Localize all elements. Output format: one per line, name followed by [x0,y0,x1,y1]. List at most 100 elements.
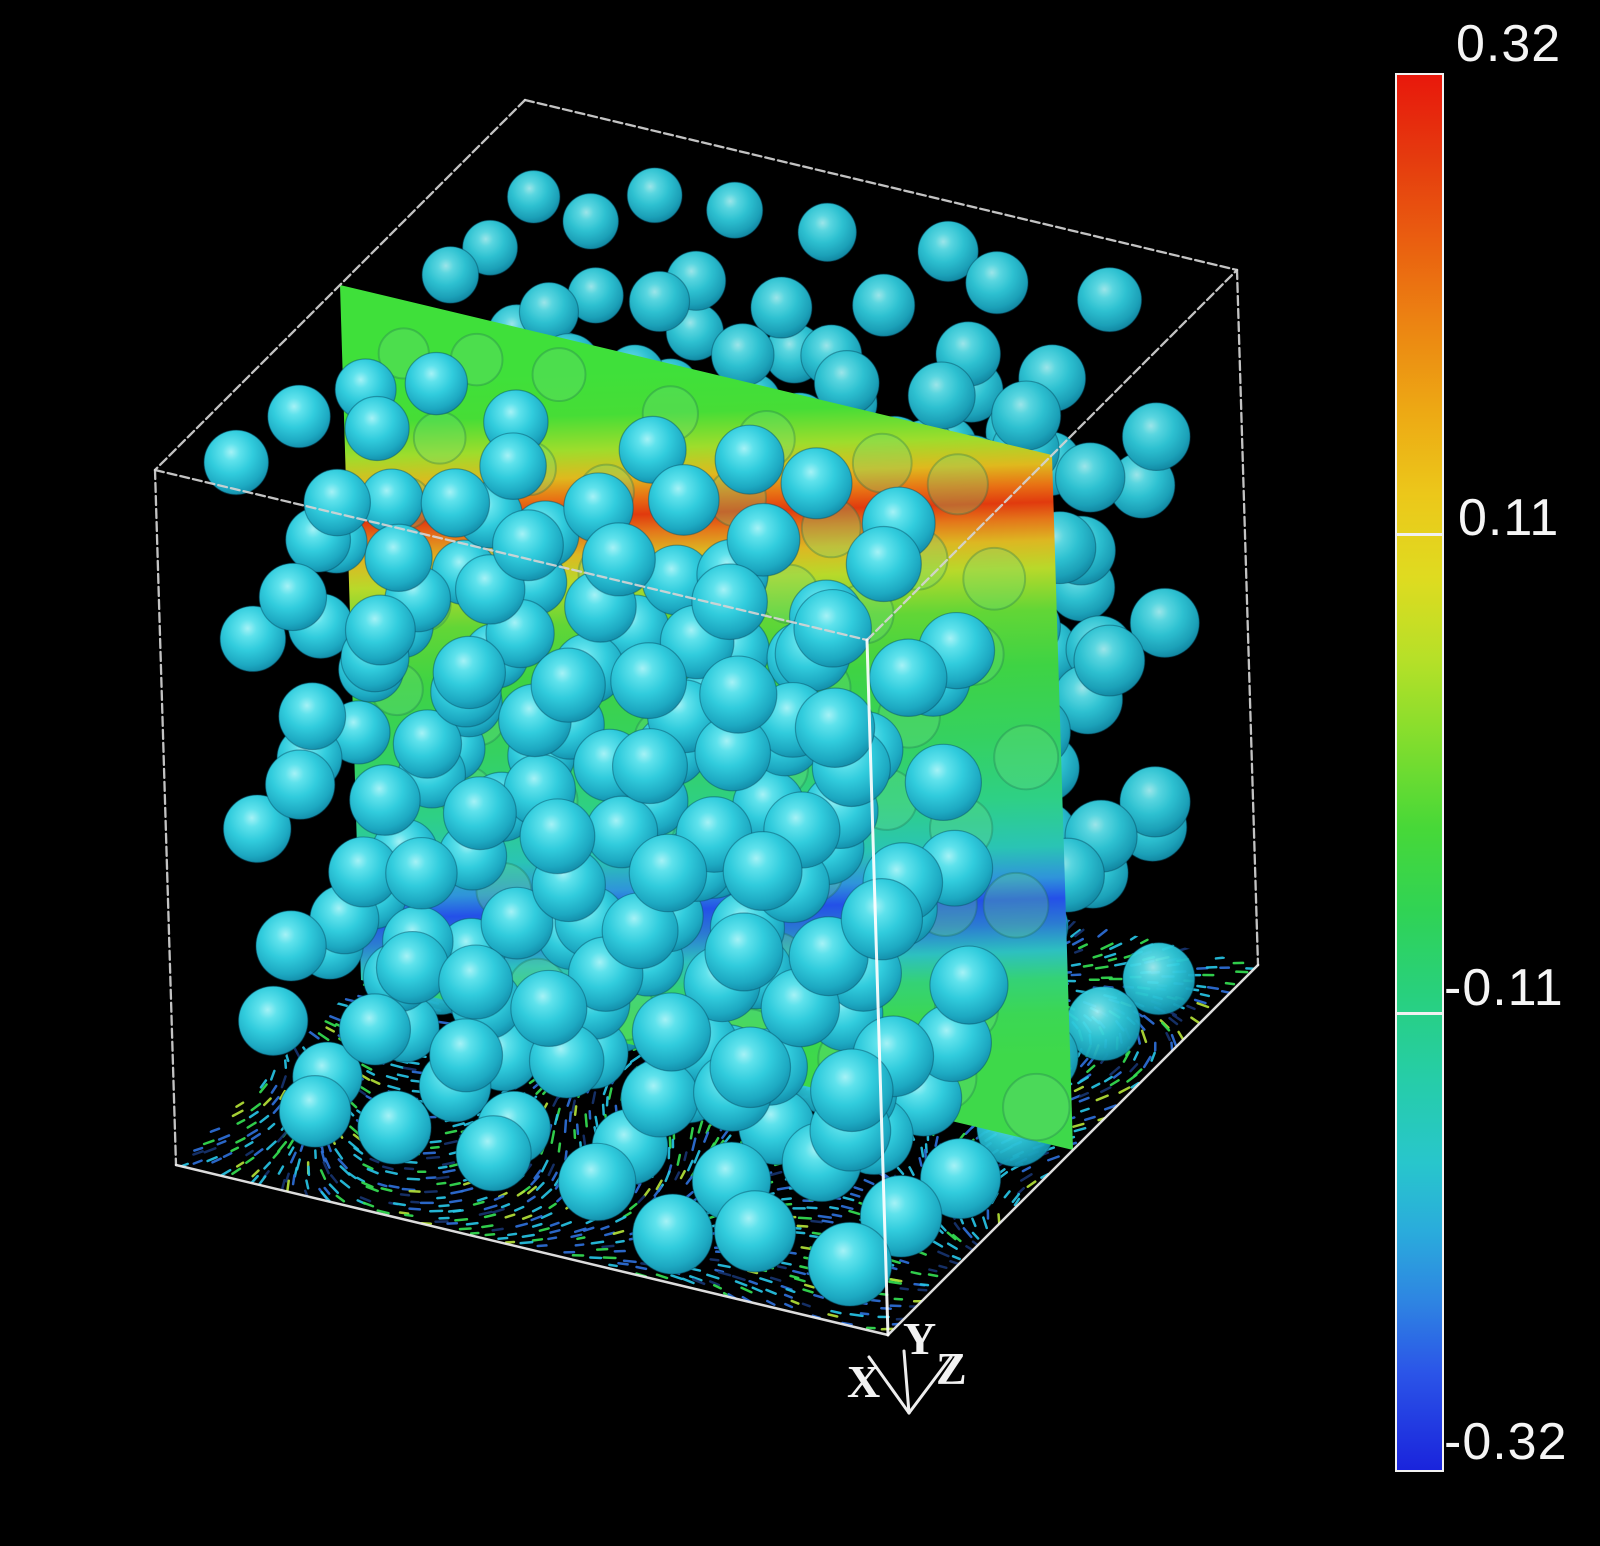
vector-glyph [1073,1126,1087,1133]
vector-glyph [293,1047,302,1060]
vector-glyph [653,1186,663,1197]
vector-glyph [971,1231,980,1240]
vector-glyph [717,1270,732,1277]
particle-sphere [793,588,873,668]
vector-glyph [571,1099,576,1114]
vector-glyph [222,1152,233,1158]
slice-plane-particle-imprint [531,347,587,403]
vector-glyph [448,1199,463,1204]
particle-sphere [706,181,764,239]
vector-glyph [679,1169,686,1180]
vector-glyph [216,1139,227,1146]
particle-sphere [338,993,412,1066]
particle-sphere [1129,587,1200,658]
particle-sphere [438,944,514,1020]
vector-glyph [709,1258,720,1262]
colorbar-tick [1397,532,1442,536]
vector-glyph [777,1265,787,1270]
vector-glyph [623,1062,632,1071]
vector-glyph [478,1210,493,1216]
vector-glyph [766,1299,776,1306]
vector-glyph [322,1161,330,1175]
vector-glyph [376,1209,390,1215]
vector-glyph [853,1186,864,1192]
vector-glyph [790,1299,800,1305]
vector-glyph [564,1150,568,1161]
vector-glyph [1082,963,1094,968]
vector-glyph [1193,998,1207,1005]
vector-glyph [1069,1094,1081,1101]
particle-sphere [1054,442,1126,513]
particle-sphere [1119,765,1191,838]
vector-glyph [388,1184,400,1189]
particle-sphere [620,1058,699,1138]
vector-glyph [548,1202,557,1210]
vector-glyph [951,1255,961,1261]
vector-glyph [425,1176,437,1180]
vector-glyph [411,1070,423,1075]
particle-sphere [203,429,270,496]
box-edge [1235,268,1260,967]
particle-sphere [919,1137,1002,1220]
vector-glyph [362,1201,375,1208]
vector-glyph [703,1131,710,1143]
vector-glyph [600,1225,610,1231]
vector-glyph [259,1083,268,1094]
vector-glyph [803,1283,815,1289]
vector-glyph [582,1134,587,1146]
vector-glyph [276,1132,287,1143]
vector-glyph [401,1187,416,1192]
particle-sphere [626,167,683,224]
particle-sphere [1122,942,1196,1016]
vector-glyph [535,1181,545,1191]
vector-glyph [806,1206,818,1210]
colorbar-label-min: -0.32 [1444,1413,1568,1471]
vector-glyph [724,1134,732,1144]
vector-glyph [235,1101,245,1108]
vector-glyph [919,1283,930,1287]
vector-glyph [516,1190,526,1197]
vector-glyph [1199,992,1211,998]
colorbar-tick [1397,1012,1442,1016]
vector-glyph [849,1313,864,1318]
vector-glyph [435,1175,450,1180]
vector-glyph [349,1125,361,1136]
particle-sphere [750,276,813,339]
vector-glyph [765,1288,777,1295]
particle-sphere [713,1190,797,1273]
vector-glyph [830,1309,842,1315]
vector-glyph [971,1217,977,1228]
vector-glyph [697,1120,704,1134]
vector-glyph [547,1236,558,1241]
vector-glyph [938,1264,948,1270]
vector-glyph [617,1261,629,1266]
vector-glyph [759,1277,773,1284]
vector-glyph [339,1179,351,1189]
vector-glyph [317,1032,330,1042]
vector-glyph [1097,928,1108,938]
particle-sphere [840,878,924,961]
vector-glyph [192,1159,203,1165]
vector-glyph [594,1115,599,1129]
particle-sphere [506,169,561,224]
vector-glyph [785,1287,796,1294]
vector-glyph [326,1142,332,1153]
vector-glyph [635,1265,648,1271]
vector-glyph [927,1273,939,1278]
vector-glyph [251,1169,260,1178]
vector-glyph [751,1286,763,1293]
vector-glyph [272,1104,282,1115]
vector-glyph [1103,1075,1113,1083]
axis-label-x: X [847,1356,881,1407]
vector-glyph [783,1293,793,1299]
vector-glyph [497,1236,509,1241]
vector-glyph [202,1139,215,1146]
colorbar-label-max: 0.32 [1456,15,1562,73]
vector-glyph [398,1211,410,1215]
vector-glyph [1095,1094,1109,1102]
vector-glyph [1172,1013,1183,1022]
particle-sphere [222,794,292,864]
vector-glyph [780,1284,793,1291]
particle-sphere [1073,624,1146,697]
